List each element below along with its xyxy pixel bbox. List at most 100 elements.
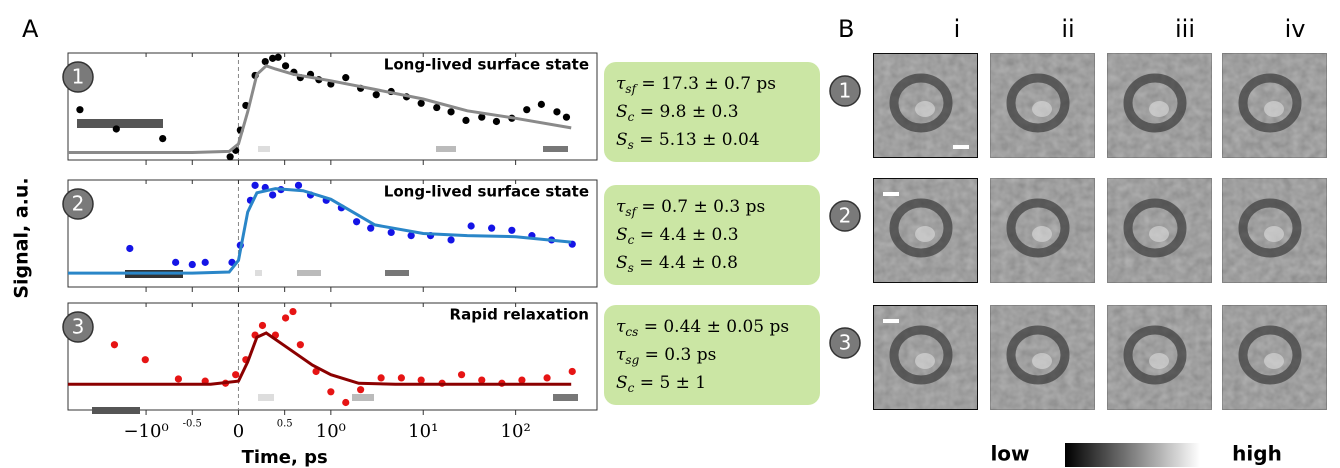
data-point (467, 222, 475, 230)
data-point (508, 226, 516, 234)
data-point (537, 100, 545, 108)
data-point (172, 258, 180, 266)
data-point (447, 108, 455, 116)
time-window (352, 394, 374, 401)
x-tick-label: 10² (501, 421, 531, 442)
colorbar-label: high (1232, 442, 1282, 466)
fit-line (68, 331, 572, 386)
fit-line (68, 187, 572, 275)
row-badge (62, 188, 94, 220)
param: Sc = 5 ± 1 (616, 373, 706, 395)
particle (1238, 73, 1302, 133)
particle-core (915, 101, 935, 117)
param-value: = 4.4 ± 0.8 (634, 253, 738, 273)
x-tick-label: 0.5 (277, 419, 293, 430)
data-point (174, 375, 183, 383)
particle (1123, 325, 1187, 385)
data-point (281, 62, 290, 70)
data-point (294, 181, 303, 189)
particle (889, 198, 953, 258)
param-subscript: c (628, 381, 635, 395)
time-window (553, 394, 578, 401)
param: τsf = 0.7 ± 0.3 ps (616, 197, 765, 219)
data-point (274, 53, 282, 61)
scale-bar (883, 319, 899, 323)
row-badge (829, 75, 861, 107)
row-badge-label: 2 (839, 204, 852, 228)
particle-core (1032, 101, 1052, 117)
data-point (327, 388, 335, 396)
data-point (269, 54, 277, 62)
data-point (353, 218, 361, 226)
data-point (296, 341, 304, 349)
param: Sc = 9.8 ± 0.3 (616, 102, 739, 124)
time-window (255, 270, 262, 276)
param-subscript: c (628, 110, 635, 124)
data-point (562, 113, 571, 121)
fit-line (68, 64, 572, 154)
particle (1006, 198, 1070, 258)
param-box (604, 62, 820, 162)
particle-core (915, 353, 935, 369)
time-window (436, 146, 456, 152)
data-point (226, 153, 234, 161)
data-point (76, 106, 84, 114)
param: τcs = 0.44 ± 0.05 ps (616, 317, 789, 339)
panel-label: B (838, 15, 854, 43)
param-value: = 0.7 ± 0.3 ps (636, 197, 765, 217)
param-subscript: s (628, 261, 634, 275)
data-point (568, 367, 576, 376)
param-box (604, 185, 820, 285)
time-window (297, 270, 321, 276)
plot-frame (67, 52, 598, 161)
time-window (258, 394, 274, 401)
data-point (141, 356, 149, 364)
data-point (518, 376, 526, 384)
colorbar-label: low (990, 442, 1029, 466)
data-point (377, 374, 385, 382)
data-point (367, 224, 375, 232)
particle-core (1264, 101, 1284, 117)
annotation: Rapid relaxation (450, 306, 589, 324)
param-subscript: cs (625, 325, 638, 339)
param-value: = 0.44 ± 0.05 ps (638, 317, 789, 337)
data-point (387, 228, 395, 237)
data-point (492, 117, 501, 126)
particle-core (1264, 353, 1284, 369)
scale-bar (953, 145, 969, 149)
plot-frame (67, 179, 598, 288)
column-label: ii (1061, 15, 1074, 43)
time-window (92, 407, 140, 414)
data-point (269, 191, 277, 199)
data-point (281, 314, 290, 322)
row-badge (829, 327, 861, 359)
data-point (553, 108, 561, 116)
data-point (289, 307, 297, 316)
param-symbol: S (616, 225, 628, 245)
data-point (312, 367, 320, 376)
row-badge (829, 200, 861, 232)
particle-core (1032, 226, 1052, 242)
data-point (447, 236, 455, 244)
annotation: Long-lived surface state (384, 56, 589, 74)
param: τsf = 17.3 ± 0.7 ps (616, 74, 776, 96)
colorbar (1065, 443, 1200, 467)
param-symbol: S (616, 373, 628, 393)
data-point (397, 374, 405, 382)
param: τsg = 0.3 ps (616, 345, 716, 367)
time-window (258, 146, 270, 152)
data-point (417, 376, 425, 384)
row-badge-label: 1 (72, 65, 85, 89)
data-point (372, 91, 380, 99)
param-value: = 9.8 ± 0.3 (634, 102, 738, 122)
data-point (543, 374, 551, 382)
data-point (188, 260, 196, 269)
data-point (126, 244, 134, 253)
data-point (201, 258, 209, 266)
particle (1238, 325, 1302, 385)
data-point (112, 125, 120, 133)
particle (1006, 325, 1070, 385)
param-value: = 17.3 ± 0.7 ps (636, 74, 776, 94)
data-point (159, 135, 167, 143)
